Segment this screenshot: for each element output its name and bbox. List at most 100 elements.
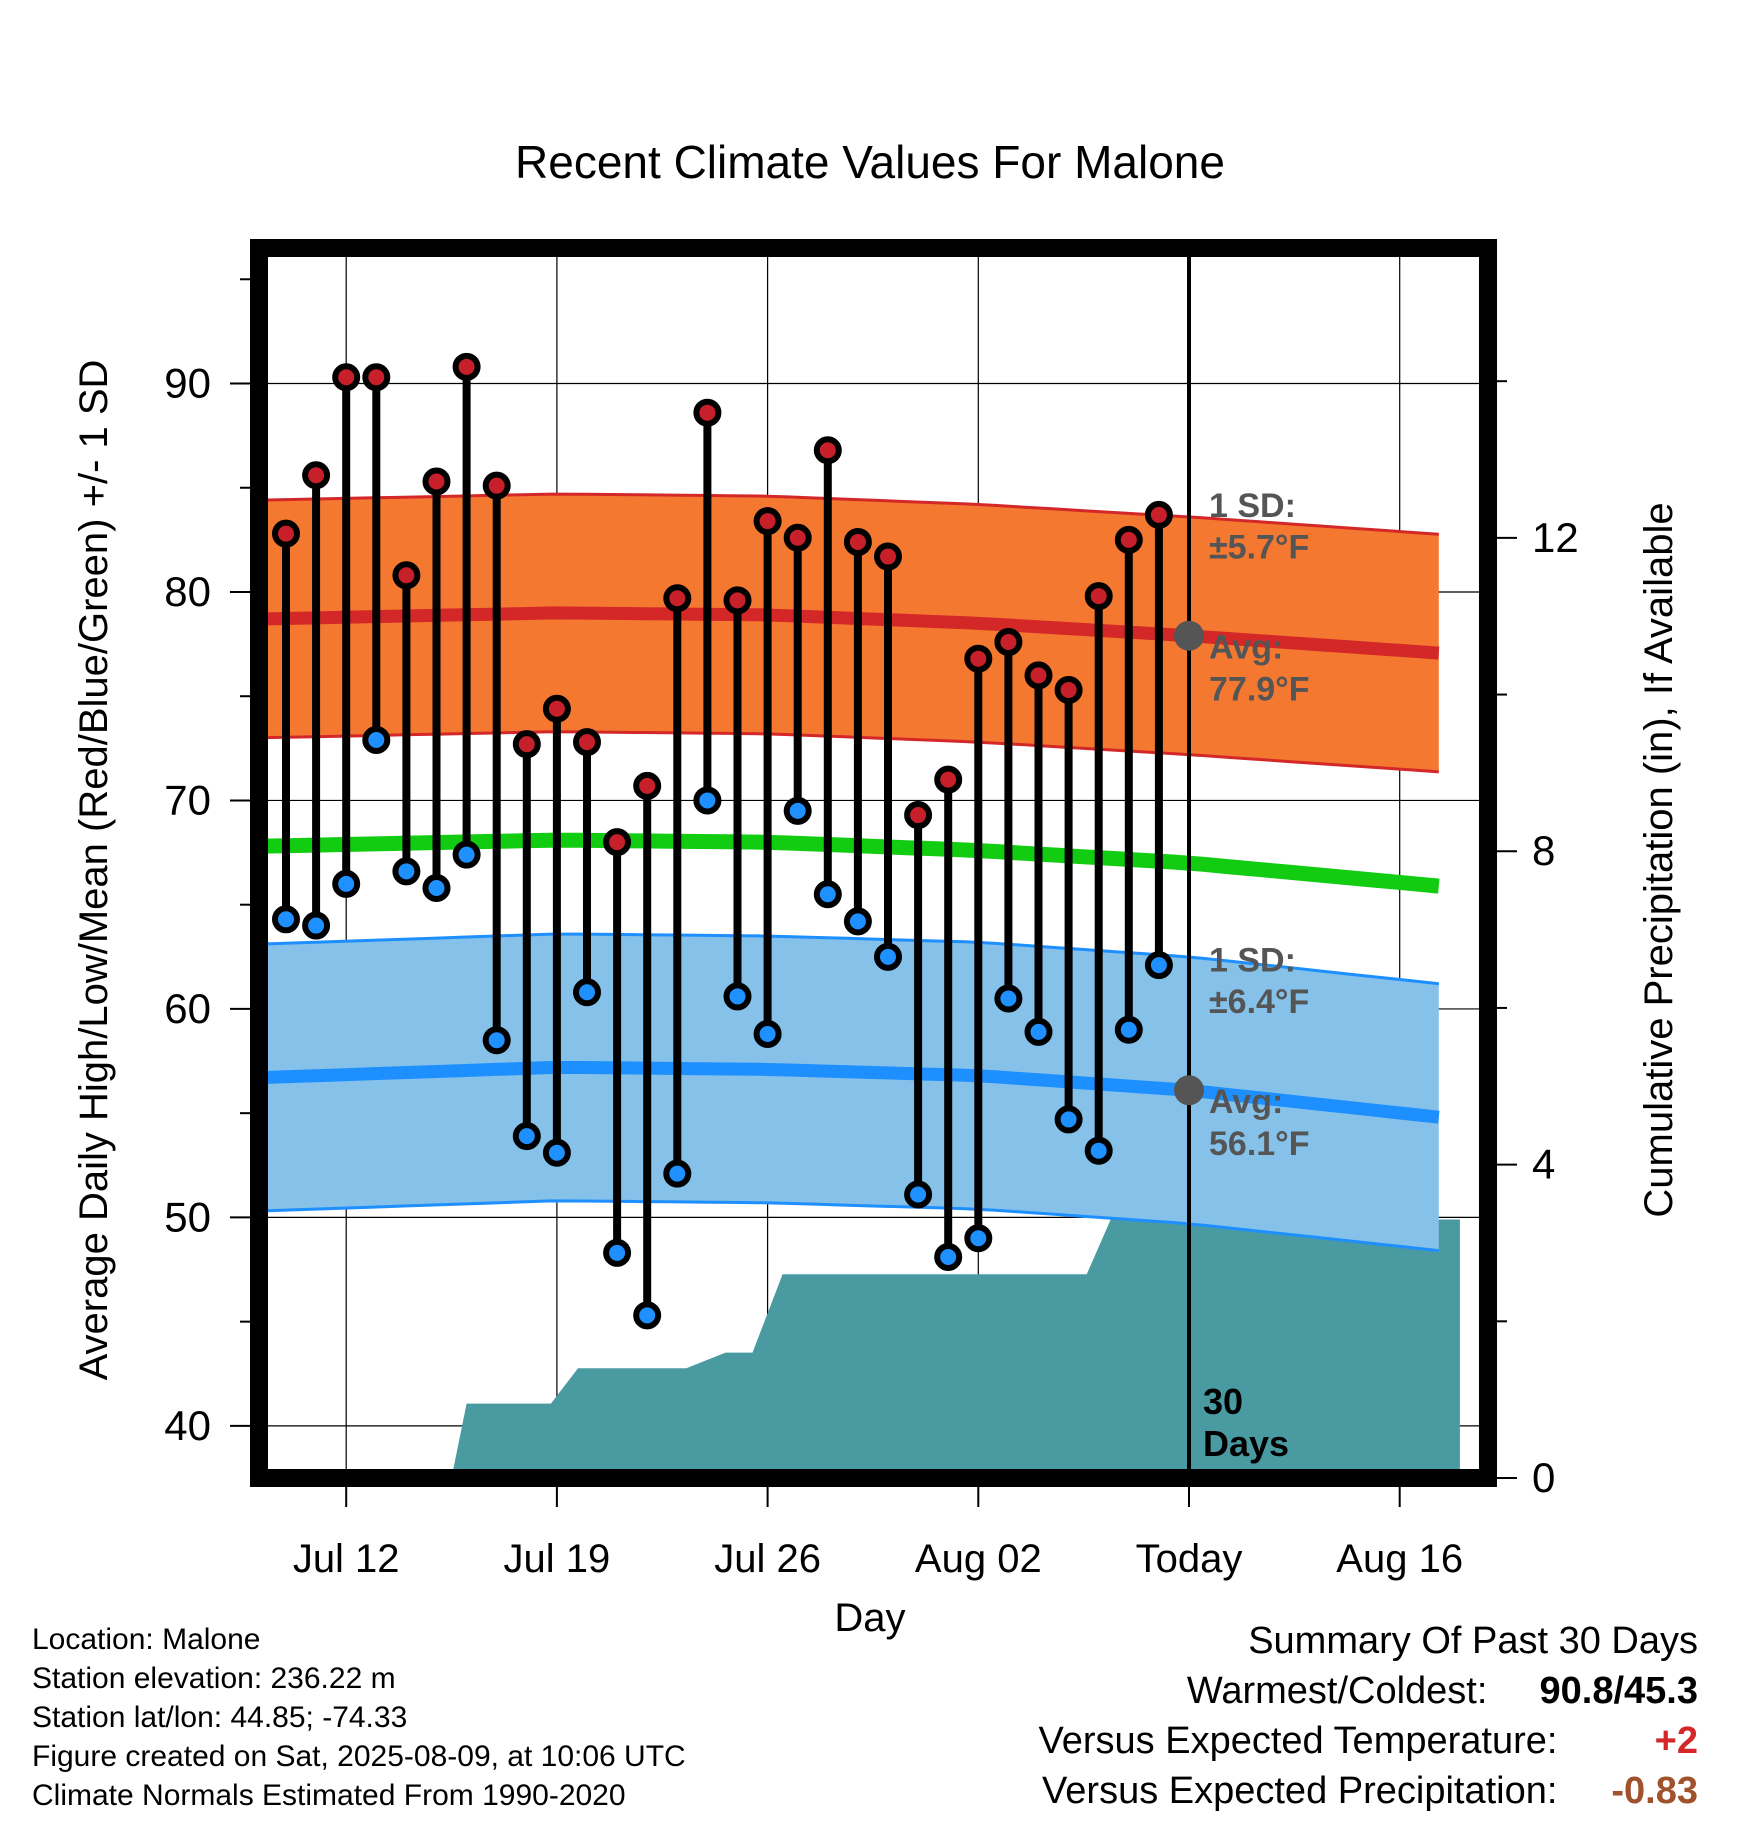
location-text: Location: Malone	[32, 1623, 261, 1656]
high-point	[603, 828, 632, 857]
low-sd-band-upper-edge	[255, 932, 1439, 986]
low-avg-label: Avg:	[1209, 1083, 1283, 1121]
summary-warmest-row: Warmest/Coldest: 90.8/45.3	[1039, 1666, 1698, 1716]
low-point	[362, 726, 391, 754]
x-tick-label: Aug 02	[915, 1537, 1042, 1581]
high-avg-label: Avg:	[1209, 629, 1283, 667]
low-point	[452, 840, 481, 869]
high-point	[482, 471, 511, 500]
low-point	[994, 984, 1023, 1013]
summary-precip-row: Versus Expected Precipitation: -0.83	[1039, 1766, 1698, 1816]
y2-tick-label: 0	[1532, 1454, 1555, 1501]
y2-tick-label: 12	[1532, 514, 1579, 561]
summary-title: Summary Of Past 30 Days	[1248, 1620, 1698, 1662]
low-point	[723, 982, 752, 1011]
summary-panel: Summary Of Past 30 Days Warmest/Coldest:…	[1039, 1616, 1698, 1816]
low-point	[964, 1224, 993, 1253]
normal-low-line	[255, 1061, 1440, 1124]
x-tick-label: Today	[1136, 1537, 1243, 1581]
y-tick-label: 40	[164, 1402, 211, 1449]
precip-area	[240, 1219, 1460, 1478]
low-point	[392, 857, 421, 886]
y-tick-label: 90	[164, 360, 211, 407]
high-point	[753, 507, 782, 536]
created-text: Figure created on Sat, 2025-08-09, at 10…	[32, 1740, 686, 1773]
high-point	[1084, 582, 1113, 611]
low-point	[783, 796, 812, 825]
x-tick-label: Jul 26	[714, 1537, 821, 1581]
low-point	[693, 786, 722, 815]
temp-value: +2	[1654, 1720, 1698, 1762]
low-point	[813, 880, 842, 909]
high-point	[723, 586, 752, 615]
low-avg-value: 56.1°F	[1209, 1125, 1310, 1163]
low-point	[512, 1122, 541, 1151]
low-point	[542, 1138, 571, 1167]
low-point	[1114, 1015, 1143, 1044]
y2-axis-label: Cumulative Precipitation (in), If Availa…	[1637, 502, 1681, 1217]
x-tick-label: Jul 12	[293, 1537, 400, 1581]
low-point	[1054, 1105, 1083, 1134]
high-sd-label: 1 SD:	[1209, 487, 1296, 525]
high-point	[934, 765, 963, 794]
high-point	[693, 398, 722, 427]
high-point	[783, 523, 812, 552]
low-point	[603, 1238, 632, 1267]
high-point	[452, 352, 481, 381]
low-point	[302, 911, 331, 940]
low-sd-label: 1 SD:	[1209, 941, 1296, 979]
low-point	[1024, 1017, 1053, 1046]
y-tick-label: 60	[164, 985, 211, 1032]
y2-tick-label: 8	[1532, 827, 1555, 874]
low-point	[633, 1301, 662, 1330]
low-point	[332, 869, 361, 898]
low-sd-value: ±6.4°F	[1209, 983, 1309, 1021]
low-sd-band	[255, 934, 1439, 1251]
today-low-avg-marker	[1174, 1075, 1204, 1106]
low-point	[874, 942, 902, 971]
high-point	[302, 461, 331, 490]
high-avg-value: 77.9°F	[1209, 670, 1310, 708]
low-point	[272, 905, 300, 934]
high-sd-value: ±5.7°F	[1209, 529, 1309, 567]
high-point	[272, 519, 300, 548]
high-point	[512, 730, 541, 759]
x-tick-label: Aug 16	[1336, 1537, 1463, 1581]
high-point	[964, 644, 993, 673]
high-point	[332, 363, 361, 392]
high-point	[904, 801, 933, 830]
high-sd-band-upper-edge	[255, 492, 1439, 536]
normals-text: Climate Normals Estimated From 1990-2020	[32, 1779, 626, 1812]
days-word-label: Days	[1203, 1423, 1289, 1464]
high-point	[542, 694, 571, 723]
y-axis-label: Average Daily High/Low/Mean (Red/Blue/Gr…	[72, 360, 116, 1381]
high-point	[1114, 525, 1143, 554]
precip-value: -0.83	[1611, 1770, 1698, 1812]
precip-label: Versus Expected Precipitation:	[1042, 1770, 1558, 1812]
low-point	[934, 1243, 963, 1272]
low-point	[482, 1026, 511, 1055]
low-point	[573, 978, 601, 1007]
days-count-label: 30	[1203, 1381, 1243, 1422]
high-point	[1024, 661, 1053, 690]
high-point	[362, 363, 391, 392]
x-tick-label: Jul 19	[504, 1537, 611, 1581]
high-point	[633, 771, 662, 800]
y2-tick-label: 4	[1532, 1141, 1555, 1188]
high-point	[573, 728, 601, 757]
chart-title: Recent Climate Values For Malone	[515, 136, 1225, 188]
summary-temp-row: Versus Expected Temperature: +2	[1039, 1716, 1698, 1766]
high-point	[843, 527, 872, 556]
today-high-avg-marker	[1174, 620, 1204, 651]
station-info: Location: Malone Station elevation: 236.…	[32, 1620, 686, 1815]
low-point	[1084, 1136, 1113, 1165]
warmest-label: Warmest/Coldest:	[1186, 1670, 1488, 1712]
high-point	[392, 561, 421, 590]
low-point	[904, 1180, 933, 1209]
x-axis-label: Day	[834, 1596, 905, 1640]
y-tick-label: 80	[164, 568, 211, 615]
y-tick-label: 50	[164, 1193, 211, 1240]
elevation-text: Station elevation: 236.22 m	[32, 1662, 396, 1695]
plot-frame	[250, 239, 1497, 1487]
warmest-value: 90.8/45.3	[1539, 1670, 1698, 1712]
